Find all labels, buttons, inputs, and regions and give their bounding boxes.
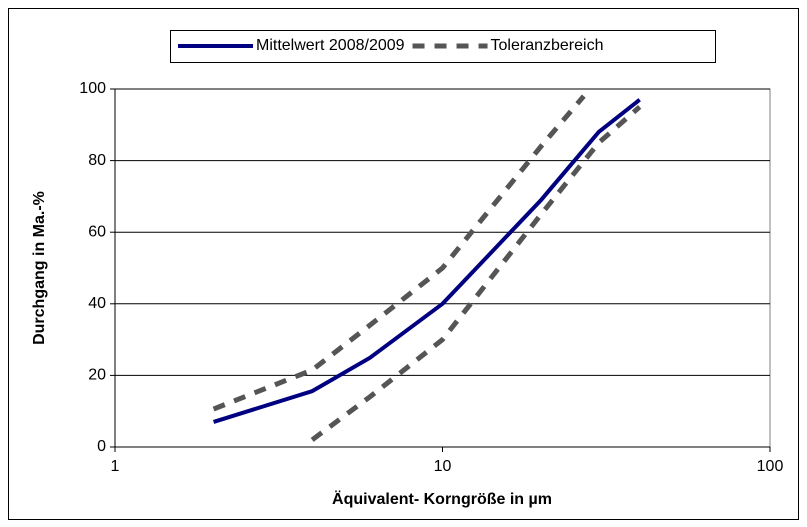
y-tick-label: 100 — [79, 80, 106, 97]
y-tick-label: 20 — [88, 367, 106, 384]
y-tick-label: 80 — [88, 152, 106, 169]
x-tick-label: 10 — [434, 458, 452, 475]
y-tick-label: 60 — [88, 223, 106, 240]
y-tick-label: 40 — [88, 295, 106, 312]
legend-label: Mittelwert 2008/2009 — [256, 37, 405, 54]
data-line — [212, 98, 641, 424]
x-axis-label: Äquivalent- Korngröße in µm — [332, 490, 552, 508]
data-line — [212, 94, 586, 412]
data-line — [310, 105, 642, 442]
x-tick-label: 100 — [757, 458, 784, 475]
x-tick-label: 1 — [111, 458, 120, 475]
y-tick-label: 0 — [97, 438, 106, 455]
legend-label: Toleranzbereich — [491, 37, 604, 54]
y-axis-label: Durchgang in Ma.-% — [31, 191, 48, 345]
